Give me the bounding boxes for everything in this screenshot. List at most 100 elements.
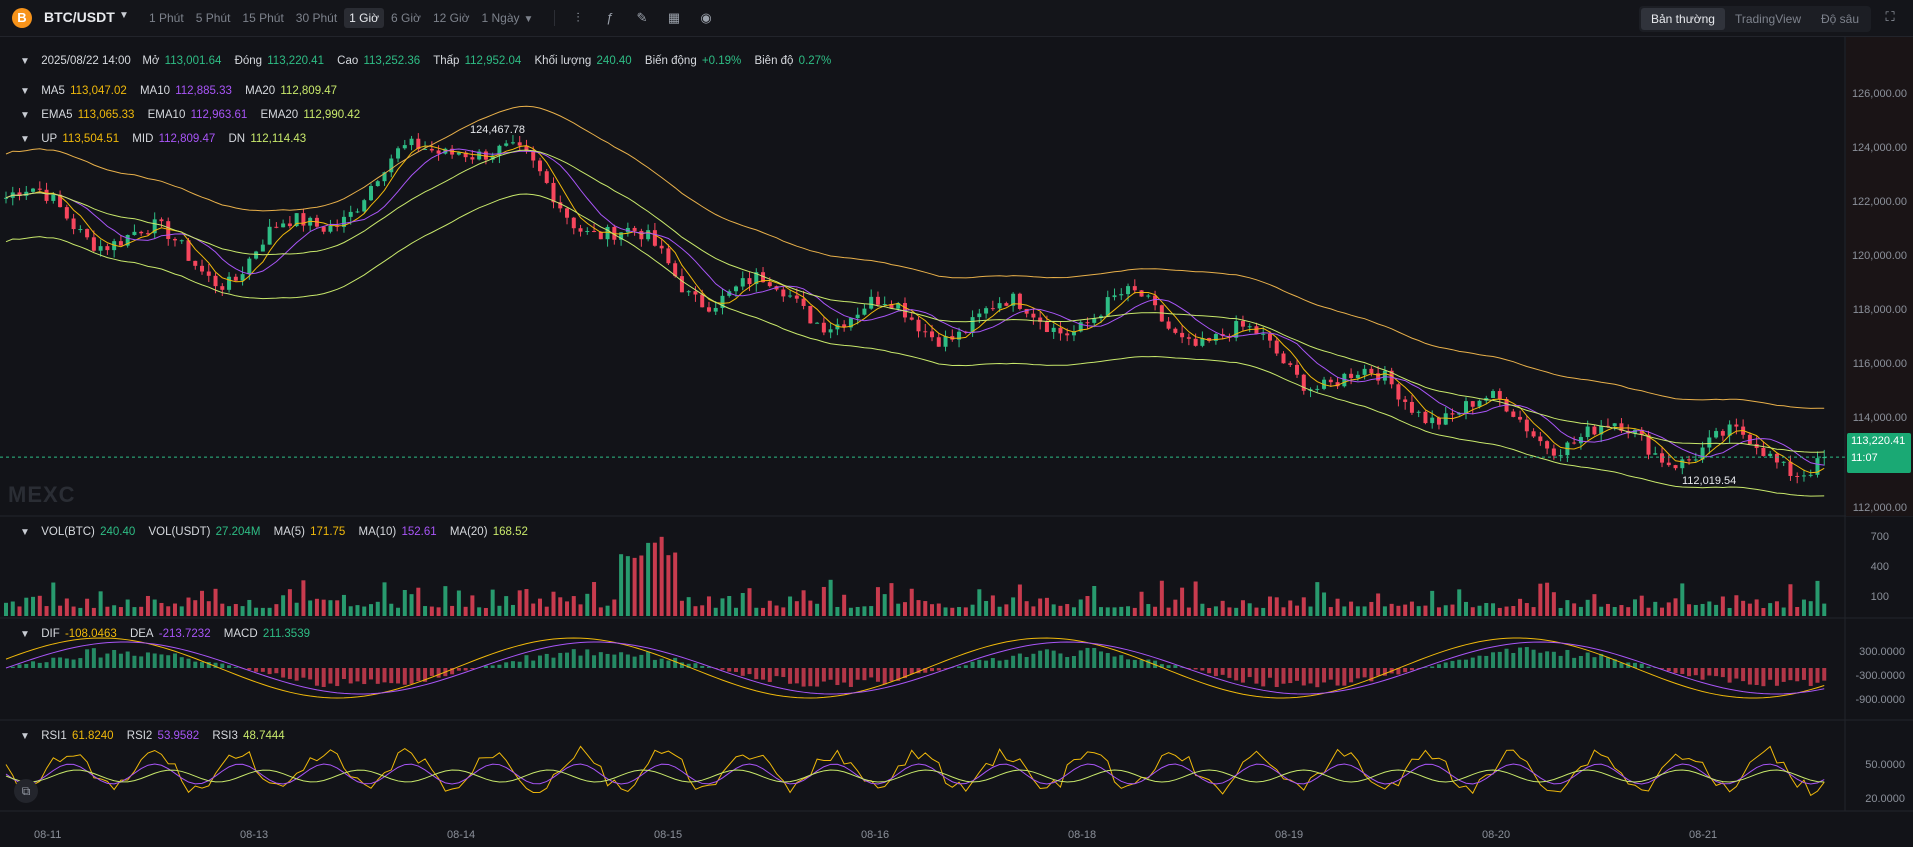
caret-down-icon[interactable]: ▼ (119, 10, 129, 21)
macd-bar (1254, 668, 1259, 684)
chevron-down-icon[interactable]: ▼ (20, 56, 30, 67)
macd-bar (1430, 666, 1435, 668)
chevron-down-icon[interactable]: ▼ (20, 110, 30, 121)
volume-bar (693, 606, 698, 616)
fullscreen-icon[interactable]: ⛶ (1885, 9, 1895, 24)
macd-bar (1822, 668, 1827, 681)
candle (916, 319, 921, 332)
chevron-down-icon[interactable]: ▼ (20, 134, 30, 145)
candle (754, 272, 759, 285)
volume-bar (1200, 603, 1205, 616)
volume-bar (1646, 607, 1651, 616)
interval-30m[interactable]: 30 Phút (295, 11, 338, 25)
macd-bar (1308, 668, 1313, 684)
rsi2-value: 53.9582 (157, 730, 200, 742)
macd-bar (720, 668, 725, 670)
macd-bar (186, 658, 191, 668)
volume-bar (1328, 607, 1333, 616)
volume-bar (666, 555, 671, 616)
candle (1531, 431, 1536, 437)
pair-selector[interactable]: BTC/USDT (44, 9, 115, 25)
macd-bar (754, 668, 759, 680)
interval-15m[interactable]: 15 Phút (242, 11, 284, 25)
interval-1d[interactable]: 1 Ngày ▼ (481, 11, 534, 25)
candle (673, 263, 678, 277)
amplitude-label: Biên độ (754, 55, 794, 67)
interval-1h[interactable]: 1 Giờ (344, 8, 385, 28)
ma5-label: MA5 (41, 85, 65, 97)
macd-bar (1619, 662, 1624, 668)
macd-bar (200, 662, 205, 668)
volume-bar (1639, 595, 1644, 616)
volume-bar (794, 601, 799, 616)
volume-bar (91, 607, 96, 616)
candle (1119, 294, 1124, 296)
interval-6h[interactable]: 6 Giờ (391, 11, 421, 25)
macd-bar (1680, 668, 1685, 674)
indicators-icon[interactable]: ⫶ (576, 10, 580, 25)
candle (1788, 461, 1793, 476)
candle (267, 226, 272, 245)
macd-bar (1112, 656, 1117, 668)
price-chart[interactable] (0, 36, 1913, 847)
volume-bar (227, 606, 232, 616)
macd-bar (761, 668, 766, 680)
mode-tradingview[interactable]: TradingView (1734, 12, 1801, 26)
volume-bar (260, 607, 265, 616)
macd-bar (700, 665, 705, 668)
screenshot-icon[interactable]: ◉ (700, 10, 712, 25)
drawing-toolbar-toggle-icon[interactable]: ⧉ (14, 779, 38, 803)
candle (781, 289, 786, 297)
candle (896, 303, 901, 309)
candle (1639, 429, 1644, 435)
volume-bar (565, 601, 570, 616)
volume-bar (1031, 606, 1036, 616)
mode-basic[interactable]: Bản thường (1641, 8, 1725, 30)
candle (578, 228, 583, 232)
price-tick: 112,000.00 (1852, 502, 1907, 514)
candle (544, 171, 549, 183)
chevron-down-icon[interactable]: ▼ (20, 527, 30, 538)
macd-tick: 300.0000 (1859, 646, 1905, 658)
macd-bar (727, 668, 732, 672)
candle (1281, 353, 1286, 364)
amplitude-value: 0.27% (798, 55, 832, 67)
candle (436, 150, 441, 154)
rsi1-label: RSI1 (41, 730, 67, 742)
volume-bar (1457, 589, 1462, 616)
rsi3-label: RSI3 (212, 730, 238, 742)
volume-bar (1585, 599, 1590, 616)
interval-1m[interactable]: 1 Phút (149, 11, 184, 25)
volume-bar (1349, 601, 1354, 616)
chevron-down-icon[interactable]: ▼ (20, 86, 30, 97)
candle (402, 145, 407, 149)
macd-bar (436, 668, 441, 678)
interval-12h[interactable]: 12 Giờ (432, 11, 470, 25)
macd-bar (1416, 668, 1421, 669)
layout-icon[interactable]: ▦ (667, 10, 681, 25)
ma20-line (5, 149, 1825, 453)
volume-bar (828, 579, 833, 616)
macd-bar (321, 668, 326, 687)
candle (1267, 333, 1272, 341)
boll-up-value: 113,504.51 (62, 133, 120, 145)
draw-icon[interactable]: ✎ (636, 10, 648, 25)
volume-bar (71, 606, 76, 616)
candle (1274, 340, 1279, 354)
formula-icon[interactable]: ƒ (606, 10, 614, 25)
macd-bar (1355, 668, 1360, 679)
chevron-down-icon[interactable]: ▼ (20, 731, 30, 742)
chevron-down-icon[interactable]: ▼ (20, 629, 30, 640)
macd-bar (1592, 657, 1597, 668)
candle (362, 200, 367, 212)
candle (1619, 423, 1624, 431)
candle (923, 331, 928, 333)
volume-bar (835, 606, 840, 616)
candle (848, 318, 853, 328)
volume-bar (436, 607, 441, 616)
candle (1099, 315, 1103, 319)
mode-depth[interactable]: Độ sâu (1821, 12, 1860, 26)
interval-5m[interactable]: 5 Phút (195, 11, 231, 25)
current-price: 113,220.41 (1851, 435, 1906, 447)
candle (1240, 321, 1245, 327)
